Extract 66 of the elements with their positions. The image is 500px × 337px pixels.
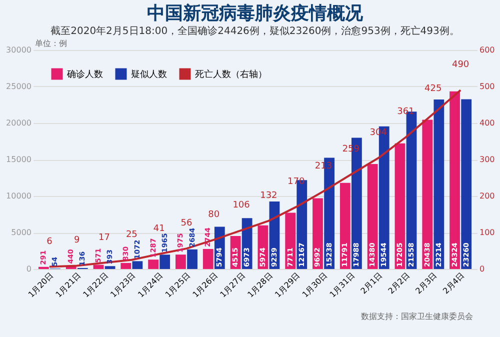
- bar: [450, 91, 460, 269]
- y2-tick-label: 300: [480, 155, 495, 164]
- y-tick-label: 20000: [6, 118, 32, 128]
- bar: [120, 262, 132, 269]
- bar: [434, 100, 444, 269]
- y2-tick-label: 200: [480, 192, 495, 200]
- x-tick-label: 1月30日: [300, 270, 330, 300]
- x-tick-label: 2月2日: [386, 270, 412, 296]
- data-label: 490: [452, 60, 470, 70]
- y2-tick-label: 100: [480, 228, 495, 237]
- data-label: 41: [153, 224, 165, 234]
- bar: [160, 254, 170, 269]
- x-tick-label: 1月20日: [26, 270, 56, 300]
- x-tick-label: 1月21日: [54, 270, 83, 300]
- chart-title: 中国新冠病毒肺炎疫情概况: [147, 3, 364, 24]
- text: 数据支持：国家卫生健康委员会: [361, 312, 473, 321]
- x-tick-label: 1月26日: [191, 270, 220, 300]
- x-tick-label: 1月31日: [328, 270, 357, 300]
- bar: [104, 266, 116, 269]
- bar: [187, 249, 198, 269]
- bar: [367, 164, 378, 269]
- x-tick-label: 1月23日: [108, 270, 138, 300]
- bar: [93, 264, 104, 269]
- data-label: 132: [260, 190, 278, 201]
- bar: [176, 254, 186, 269]
- x-tick-label: 1月28日: [246, 270, 274, 300]
- text: 单位：例: [35, 39, 67, 48]
- data-label: 361: [397, 107, 414, 118]
- bar: [312, 198, 323, 269]
- data-label: 425: [424, 84, 442, 94]
- x-tick-label: 1月29日: [273, 270, 302, 300]
- y2-tick-label: 400: [480, 118, 495, 128]
- bar: [422, 120, 433, 269]
- x-tick-label: 2月3日: [414, 270, 439, 296]
- y2-tick-label: 0: [480, 264, 485, 274]
- y2-tick-label: 600: [480, 46, 495, 54]
- data-label: 17: [98, 232, 110, 243]
- y-tick-label: 10000: [6, 192, 32, 200]
- data-label: 6: [46, 236, 53, 247]
- data-label: 80: [208, 210, 220, 220]
- y-tick-label: 15000: [6, 155, 32, 164]
- data-label: 25: [126, 230, 138, 240]
- y-tick-label: 30000: [6, 46, 32, 54]
- bar: [202, 248, 214, 269]
- bar: [148, 260, 158, 269]
- x-tick-label: 1月22日: [81, 270, 110, 300]
- x-tick-label: 2月1日: [359, 270, 384, 296]
- legend-label: 死亡人数（右轴）: [195, 69, 267, 80]
- y2-tick-label: 500: [480, 82, 495, 91]
- y-tick-label: 5000: [11, 228, 32, 237]
- data-label: 56: [180, 218, 192, 229]
- x-tick-label: 1月24日: [136, 270, 165, 300]
- x-tick-label: 2月4日: [441, 270, 466, 296]
- bar: [285, 212, 296, 269]
- x-tick-label: 1月27日: [218, 270, 247, 300]
- legend-label: 确诊人数: [66, 69, 103, 80]
- legend-label: 疑似人数: [131, 69, 167, 80]
- y-tick-label: 0: [26, 264, 32, 274]
- bar: [132, 261, 143, 269]
- x-tick-label: 1月25日: [164, 270, 192, 300]
- y-tick-label: 25000: [6, 82, 32, 91]
- bar: [340, 182, 350, 269]
- chart-subtitle: 截至2020年2月5日18:00，全国确诊24426例，疑似23260例，治愈953例，死亡493例。: [50, 25, 460, 37]
- data-label: 9: [74, 236, 80, 246]
- data-label: 106: [232, 200, 250, 210]
- bar: [461, 99, 472, 269]
